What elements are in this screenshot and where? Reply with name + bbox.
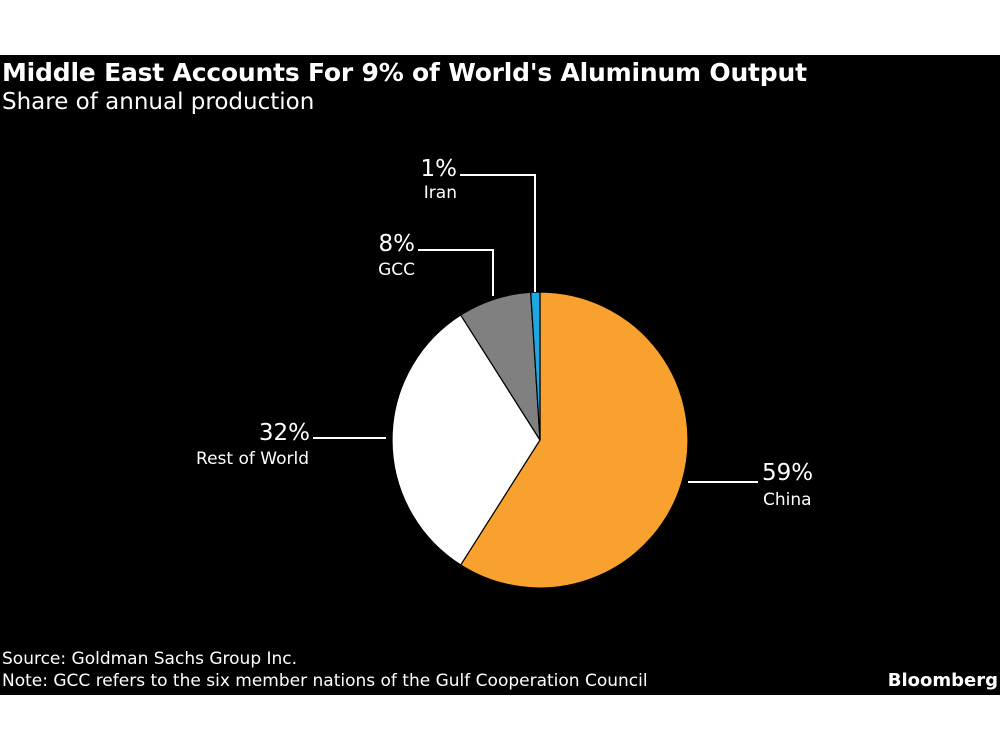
gcc-value-label: 8%	[379, 231, 416, 257]
china-category-label: China	[763, 490, 812, 510]
gcc-category-label: GCC	[378, 260, 415, 280]
rest-of-world-category-label: Rest of World	[196, 449, 309, 469]
china-value-label: 59%	[762, 460, 813, 486]
chart-title: Middle East Accounts For 9% of World's A…	[2, 58, 807, 87]
china-slice	[459, 291, 689, 589]
chart-subtitle: Share of annual production	[2, 89, 315, 115]
rest-of-world-slice	[391, 314, 541, 566]
bloomberg-logo: Bloomberg	[887, 670, 998, 691]
iran-category-label: Iran	[424, 183, 457, 203]
iran-slice	[530, 291, 541, 441]
iran-leader-line	[460, 174, 536, 292]
rest-of-world-value-label: 32%	[259, 420, 310, 446]
source-note: Source: Goldman Sachs Group Inc.	[2, 649, 298, 669]
footnote: Note: GCC refers to the six member natio…	[2, 671, 648, 691]
iran-value-label: 1%	[421, 156, 458, 182]
gcc-leader-line	[418, 249, 494, 296]
